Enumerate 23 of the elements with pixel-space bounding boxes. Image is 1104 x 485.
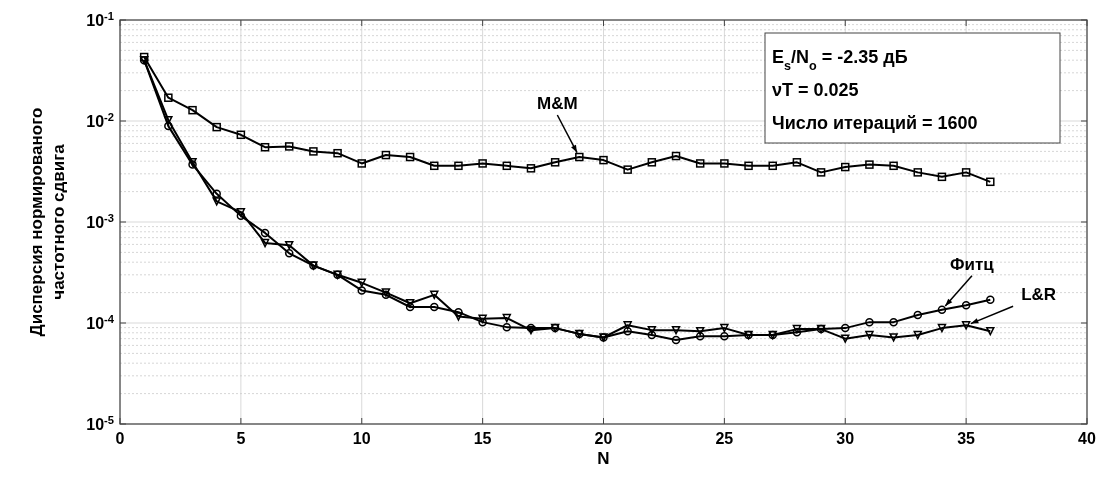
x-axis-title: N [597,449,610,468]
x-tick-label: 0 [115,430,125,447]
x-tick-label: 35 [957,430,976,447]
y-tick-label: 10$^{-1}$ [86,10,114,29]
series-label: Фитц [950,254,995,274]
y-tick-label: 10$^{-5}$ [86,414,114,433]
text: L&R [1021,285,1057,305]
text: M&M [537,94,578,114]
x-tick-label: 40 [1078,430,1096,447]
text-box: E$_{s}$/N$_{o}$ = -2.35 дБ νT = 0.025 Число итераций = 1600 [764,32,1061,144]
y-tick-label: 10$^{-4}$ [86,313,115,332]
annotation: E$_{s}$/N$_{o}$ = -2.35 дБ [772,47,908,73]
y-axis-title: Дисперсия нормированого частотного сдвига [27,107,68,337]
x-tick-label: 30 [836,430,855,447]
x-tick-label: 5 [236,430,246,447]
y-tick-label: 10$^{-2}$ [86,111,114,130]
annotation: νT = 0.025 [772,80,859,100]
x-tick-label: 15 [473,430,492,447]
x-tick-label: 10 [352,430,371,447]
x-tick-label: 20 [594,430,613,447]
annotation: Число итераций = 1600 [772,113,978,133]
y-tick-label: 10$^{-3}$ [86,212,114,231]
x-tick-label: 25 [715,430,734,447]
